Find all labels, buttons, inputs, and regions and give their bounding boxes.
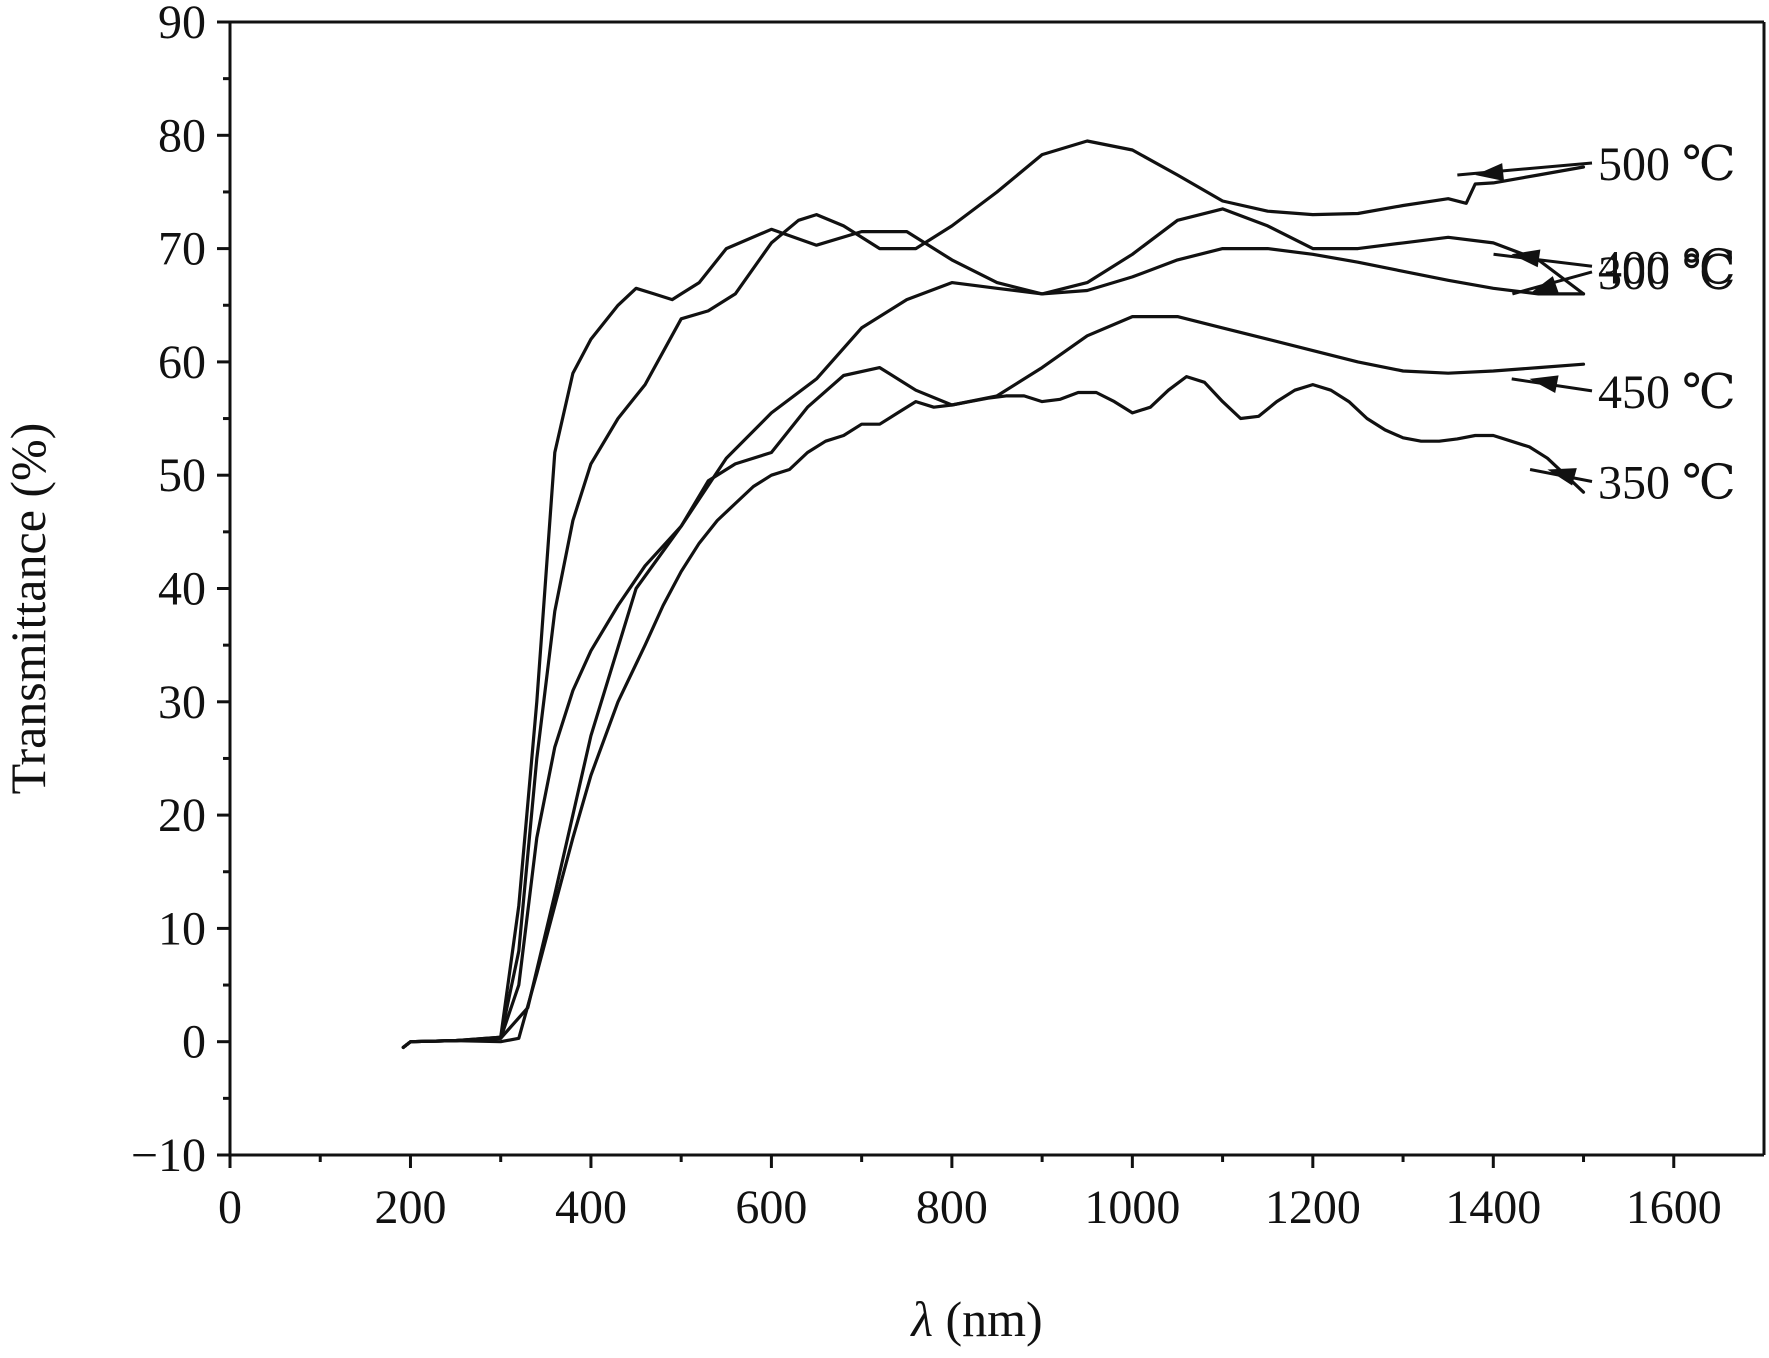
x-tick-label: 1200 (1265, 1181, 1361, 1234)
series-arrow-head-4 (1547, 468, 1577, 486)
series-label-2: 400 ℃ (1598, 241, 1736, 294)
y-tick-label: 0 (182, 1016, 206, 1069)
y-axis-title: Transmittance (%) (0, 423, 56, 795)
y-tick-label: 30 (158, 676, 206, 729)
series-arrow-line-1 (1457, 161, 1593, 177)
series-arrow-head-3 (1529, 375, 1559, 394)
series-line-3 (401, 315, 1586, 1049)
x-tick-label: 200 (374, 1181, 446, 1234)
x-tick-label: 800 (916, 1181, 988, 1234)
y-tick-label: 40 (158, 563, 206, 616)
y-tick-label: 60 (158, 336, 206, 389)
y-tick-label: 20 (158, 789, 206, 842)
y-tick-label: −10 (131, 1129, 206, 1182)
x-tick-label: 1000 (1084, 1181, 1180, 1234)
series-label-3: 450 ℃ (1598, 366, 1736, 419)
series-label-0: 300 ℃ (1598, 247, 1736, 300)
series-arrow-head-2 (1511, 249, 1541, 268)
y-tick-label: 70 (158, 223, 206, 276)
y-tick-label: 50 (158, 449, 206, 502)
x-tick-label: 0 (218, 1181, 242, 1234)
x-tick-label: 1400 (1445, 1181, 1541, 1234)
series-line-1 (401, 139, 1586, 1049)
axis-ticks (217, 20, 1676, 1168)
series-label-1: 500 ℃ (1598, 138, 1736, 191)
x-axis-title: λ (nm) (909, 1291, 1042, 1347)
y-tick-label: 80 (158, 109, 206, 162)
series-line-0 (401, 227, 1586, 1049)
y-tick-label: 90 (158, 0, 206, 49)
x-tick-label: 600 (735, 1181, 807, 1234)
series-label-4: 350 ℃ (1598, 457, 1736, 510)
series-line-4 (401, 375, 1586, 1049)
series-line-2 (401, 207, 1586, 1049)
axis-tick-labels: 0 200 400 600 800 1000 1200 1400 1600−1001020304… (131, 0, 1722, 1234)
x-tick-label: 1600 (1626, 1181, 1722, 1234)
x-tick-label: 400 (555, 1181, 627, 1234)
series-labels: 300 ℃ 500 ℃ 400 ℃ 450 ℃ 350 ℃ (1457, 138, 1736, 510)
series-lines (401, 139, 1586, 1049)
x-axis-title-symbol: λ (909, 1291, 933, 1347)
y-tick-label: 10 (158, 902, 206, 955)
series-arrow-head-1 (1475, 163, 1505, 182)
x-axis-title-unit: (nm) (933, 1291, 1043, 1347)
series-arrow-line-2 (1493, 252, 1593, 268)
series-arrow-head-0 (1529, 276, 1559, 294)
